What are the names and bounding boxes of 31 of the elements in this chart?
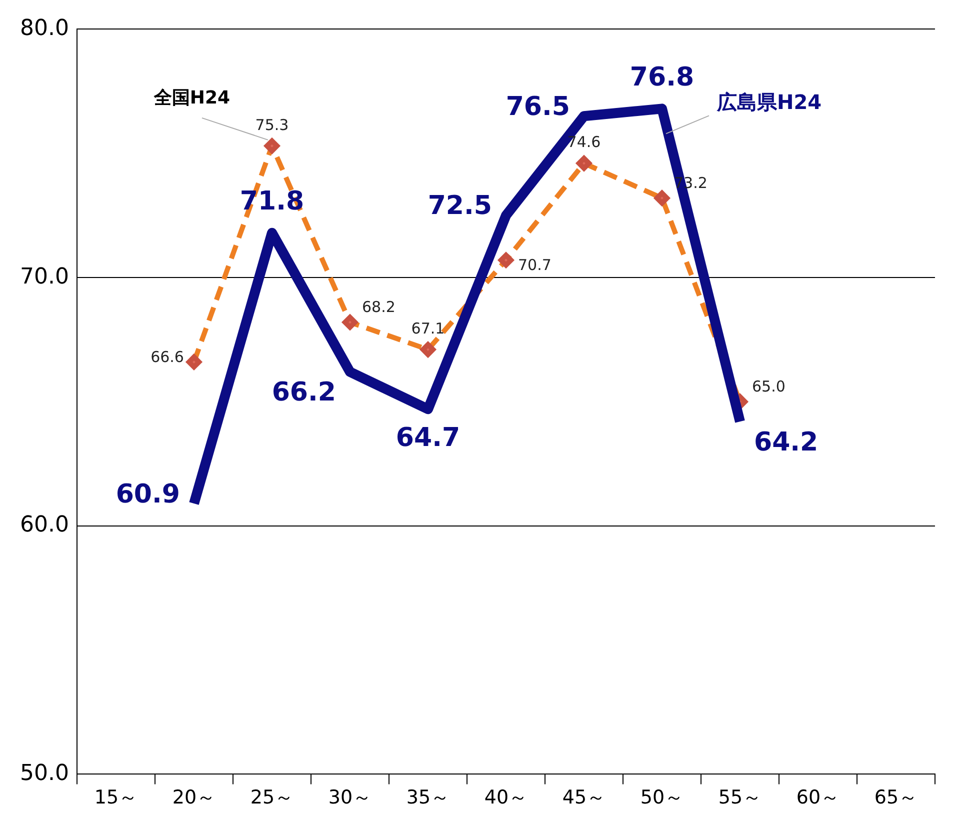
- data-label: 70.7: [518, 256, 552, 274]
- x-tick-label: 50～: [640, 786, 684, 809]
- data-label: 67.1: [411, 319, 445, 338]
- data-label: 64.2: [754, 427, 818, 458]
- text: 広島県H24: [716, 90, 822, 114]
- y-tick-label: 60.0: [20, 512, 69, 538]
- x-tick-label: 15～: [94, 786, 138, 809]
- data-label: 72.5: [428, 191, 492, 222]
- data-label: 74.6: [567, 133, 601, 152]
- x-tick-label: 30～: [328, 786, 372, 809]
- x-tick-label: 35～: [406, 786, 450, 809]
- x-tick-label: 60～: [796, 786, 840, 809]
- data-label: 68.2: [362, 298, 396, 316]
- data-label: 76.5: [506, 92, 570, 122]
- x-tick-label: 20～: [172, 786, 216, 809]
- data-label: 60.9: [116, 479, 180, 510]
- x-tick-label: 55～: [718, 786, 762, 809]
- text: 全国H24: [152, 88, 230, 109]
- y-tick-label: 70.0: [20, 264, 69, 290]
- data-label: 75.3: [255, 116, 289, 134]
- data-label: 66.6: [150, 348, 184, 366]
- y-tick-label: 50.0: [20, 760, 69, 786]
- x-tick-label: 25～: [250, 786, 294, 809]
- data-label: 76.8: [630, 62, 694, 92]
- x-tick-label: 45～: [562, 786, 606, 809]
- data-label: 66.2: [272, 378, 336, 408]
- x-tick-label: 65～: [874, 786, 918, 809]
- x-tick-label: 40～: [484, 786, 528, 809]
- data-label: 65.0: [752, 378, 786, 396]
- data-label: 64.7: [396, 422, 460, 453]
- y-tick-label: 80.0: [20, 16, 69, 41]
